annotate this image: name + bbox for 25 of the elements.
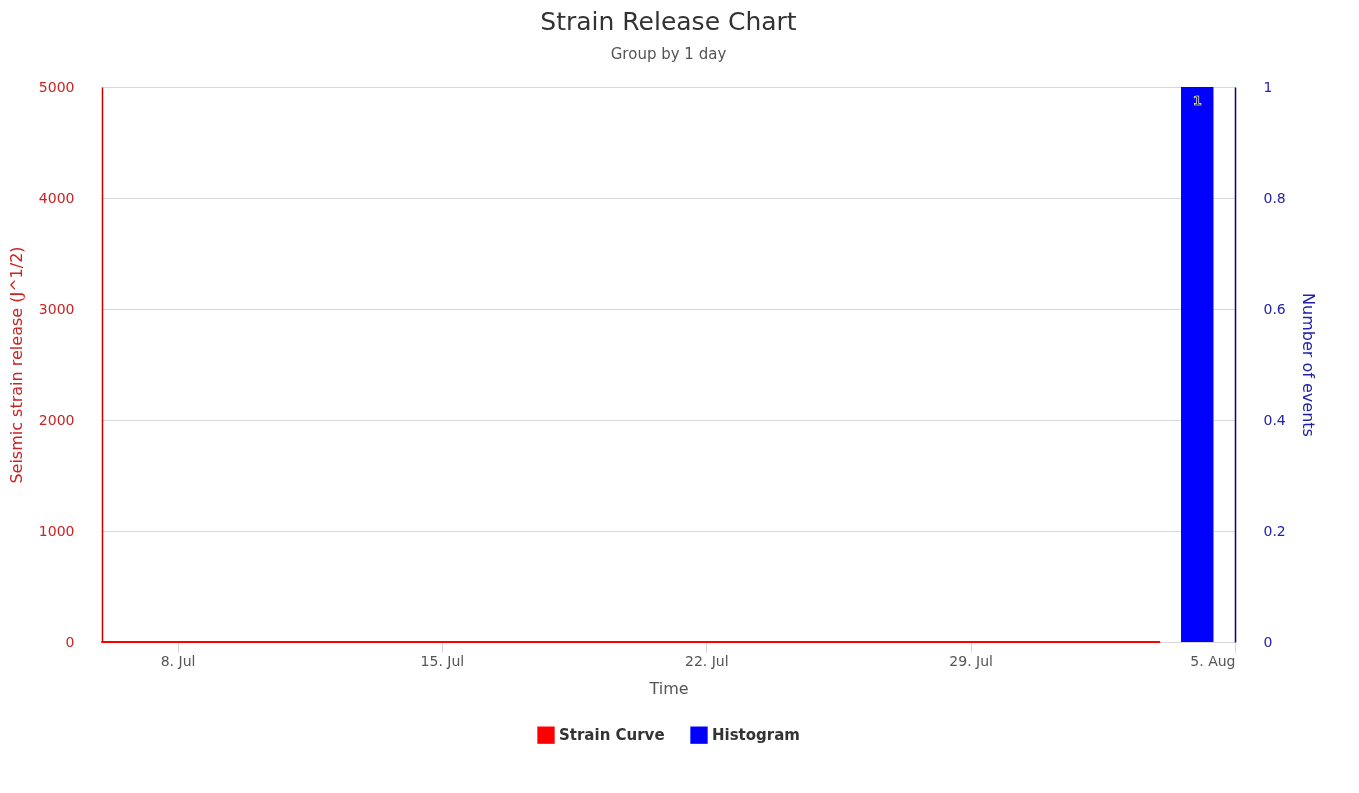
y2-tick-label: 0 [1263,633,1273,650]
y-tick-label: 2000 [38,411,75,428]
y-tick-label: 5000 [38,78,75,95]
chart-subtitle: Group by 1 day [610,45,727,63]
legend-label: Histogram [712,726,800,745]
x-tick-label: 15. Jul [420,652,465,669]
x-tick-label: 22. Jul [684,652,729,669]
x-axis-title: Time [648,678,689,698]
y2-tick-label: 0.8 [1263,189,1286,206]
y2-tick-label: 0.6 [1263,300,1286,317]
x-tick-label: 8. Jul [160,652,196,669]
legend-label: Strain Curve [559,726,665,745]
y-tick-label: 3000 [38,300,75,317]
y2-tick-label: 0.4 [1263,411,1286,428]
y-axis-title: Seismic strain release (J^1/2) [6,246,26,484]
y-tick-label: 4000 [38,189,75,206]
y2-tick-label: 1 [1263,78,1273,95]
x-tick-label: 5. Aug [1190,652,1236,669]
data-label: 1 [1192,93,1202,108]
x-tick-label: 29. Jul [949,652,993,669]
chart-title: Strain Release Chart [540,7,797,36]
y2-tick-label: 0.2 [1263,522,1286,539]
y-tick-label: 1000 [38,522,75,539]
y2-axis-title: Number of events [1298,293,1318,437]
y-tick-label: 0 [65,633,75,650]
